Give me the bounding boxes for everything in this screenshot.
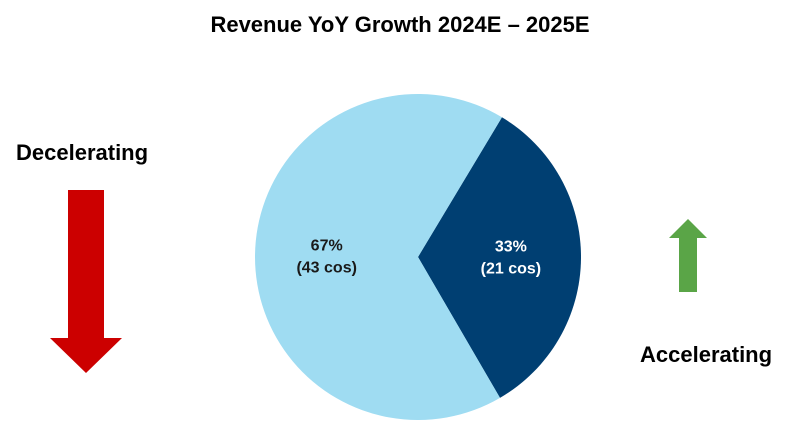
slice-percent-label: 33% — [495, 239, 527, 256]
slice-count-label: (21 cos) — [481, 261, 541, 278]
pie-slice-labels: 33% (21 cos) 67% (43 cos) — [296, 237, 541, 277]
slice-percent-label: 67% — [311, 237, 343, 254]
decelerating-label: Decelerating — [16, 140, 149, 165]
arrow-up-icon — [669, 219, 707, 292]
pie-slices — [255, 94, 582, 421]
arrow-down-icon — [50, 190, 122, 373]
slice-count-label: (43 cos) — [296, 259, 356, 276]
slice-label-33: 33% (21 cos) — [481, 239, 541, 278]
slice-label-67: 67% (43 cos) — [296, 237, 356, 276]
chart-title: Revenue YoY Growth 2024E – 2025E — [210, 12, 590, 37]
pie-slice-33 — [418, 117, 582, 398]
pie-slice-67 — [255, 94, 502, 421]
accelerating-label: Accelerating — [640, 342, 773, 367]
